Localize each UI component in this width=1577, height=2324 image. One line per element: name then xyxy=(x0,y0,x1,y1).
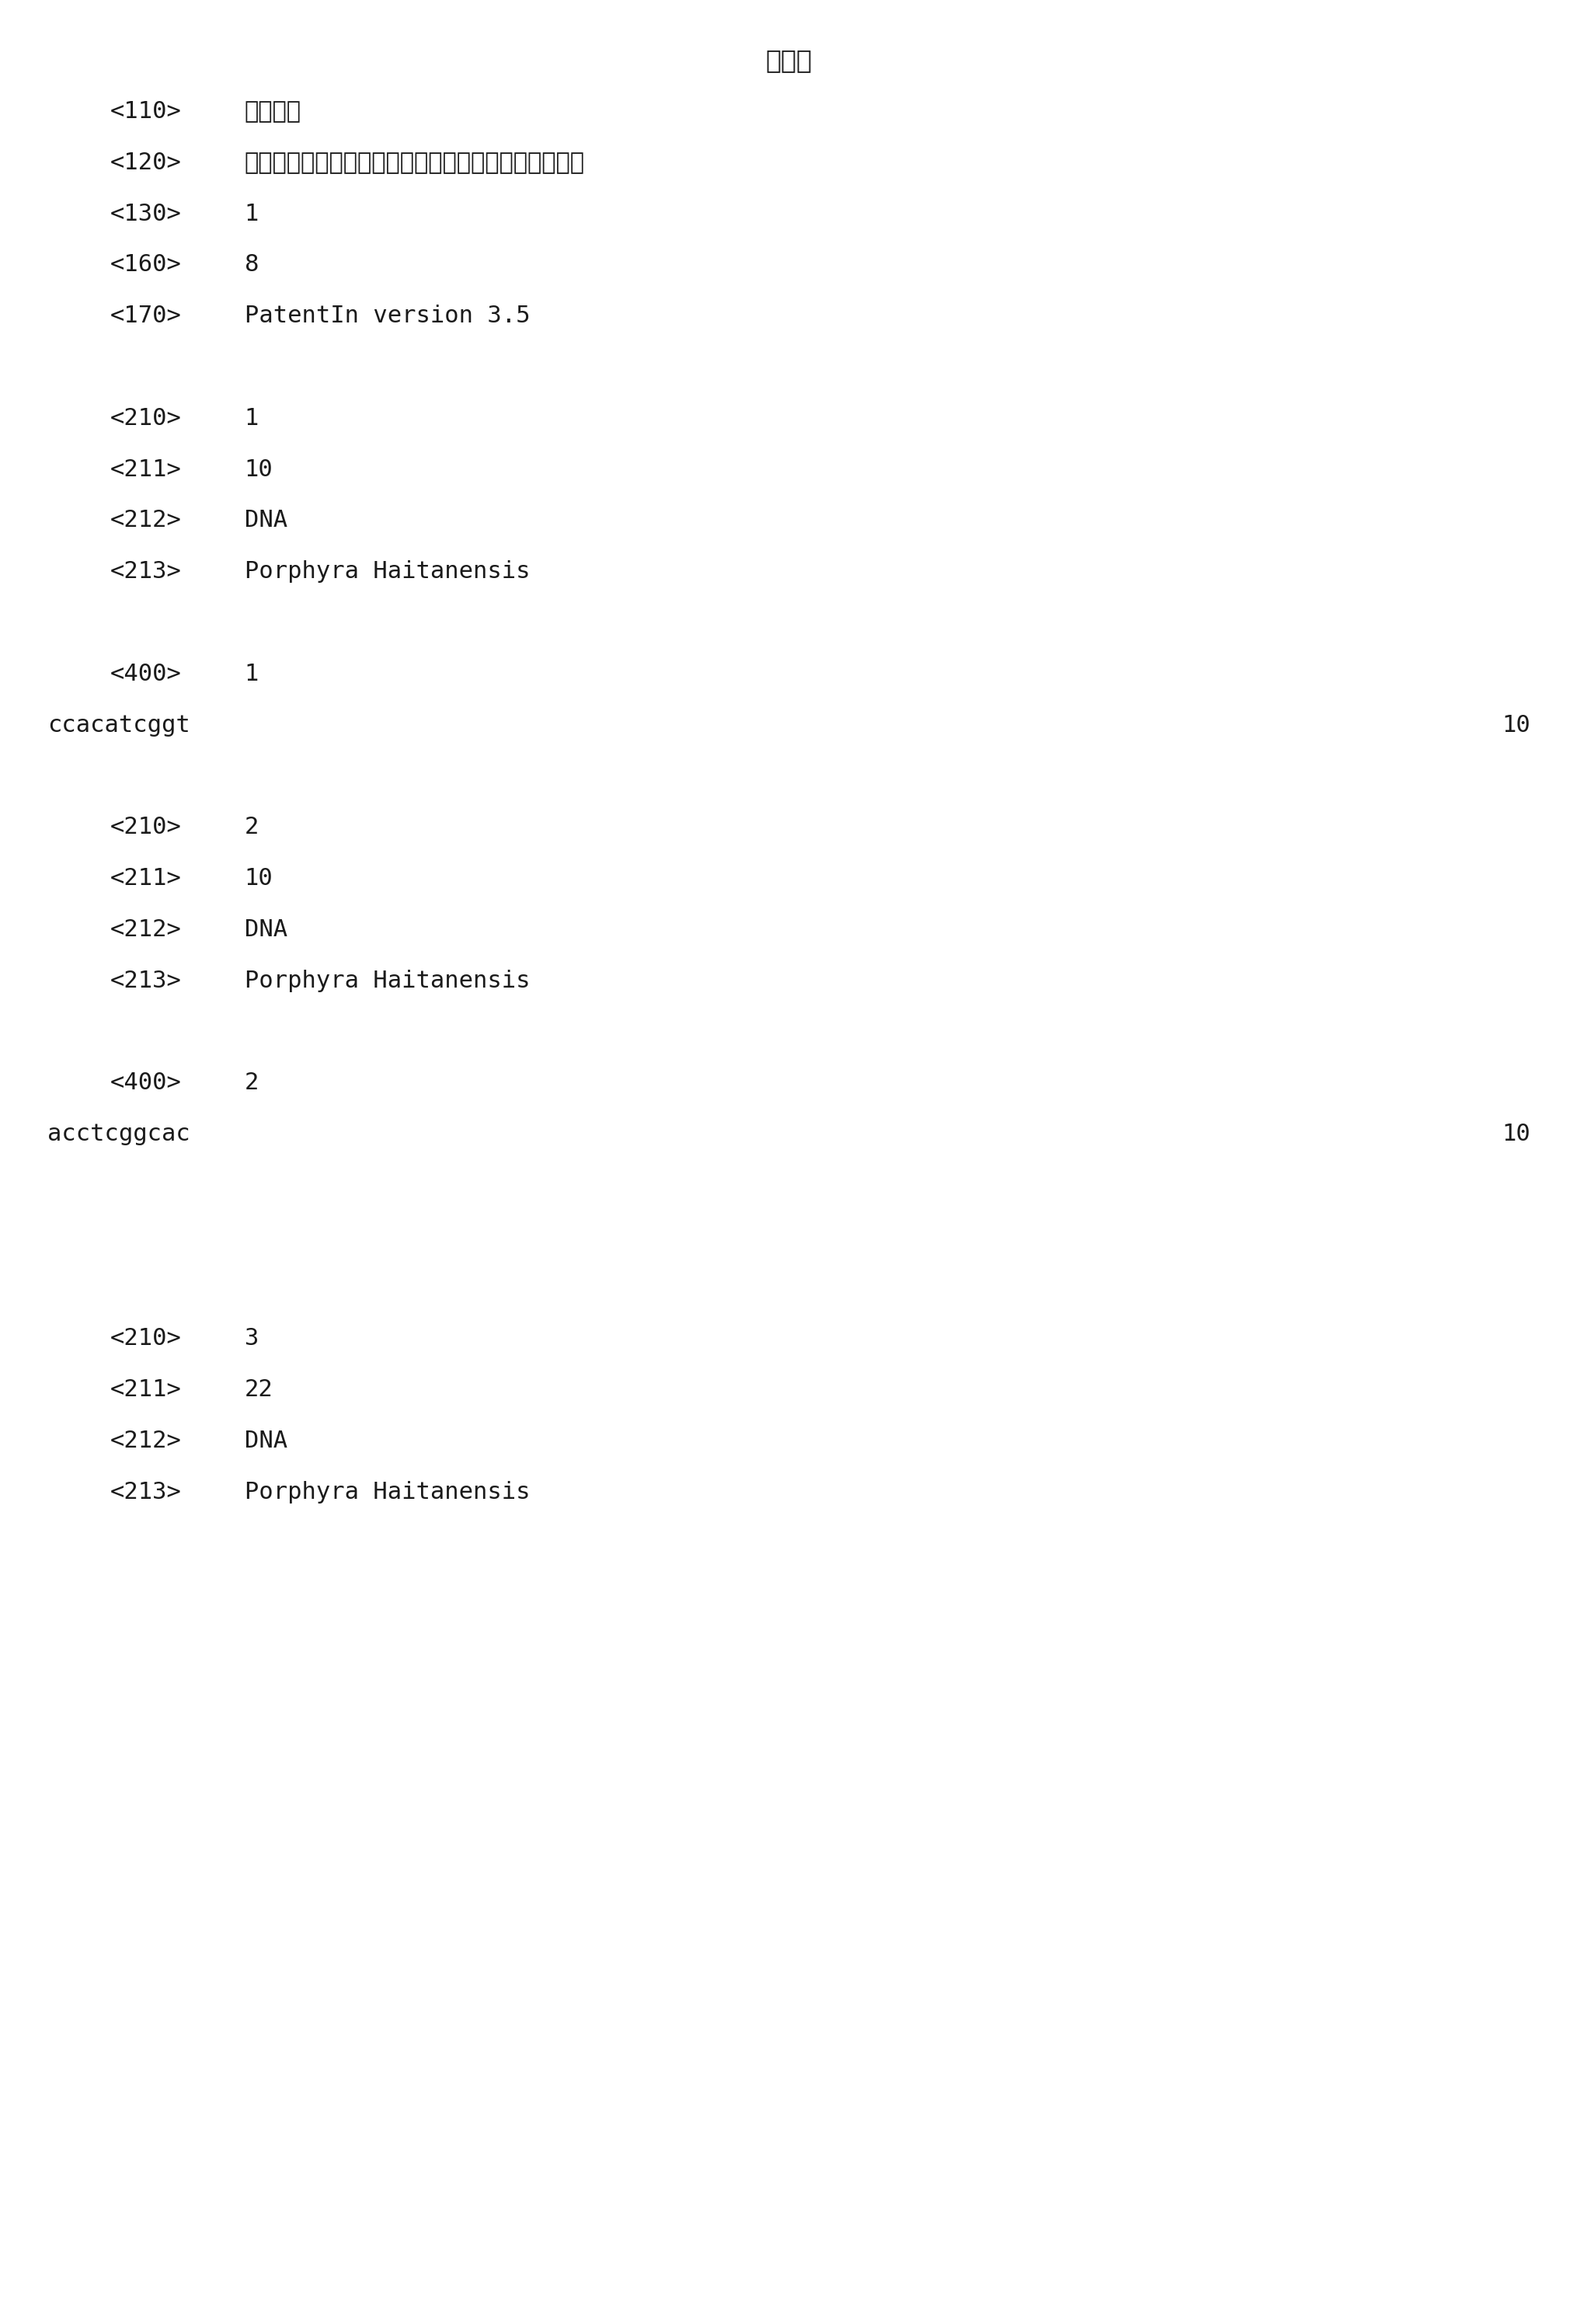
Text: 2: 2 xyxy=(244,1071,259,1095)
Text: 8: 8 xyxy=(244,253,259,277)
Text: <212>: <212> xyxy=(110,1429,181,1452)
Text: 10: 10 xyxy=(244,867,273,890)
Text: <400>: <400> xyxy=(110,1071,181,1095)
Text: <213>: <213> xyxy=(110,969,181,992)
Text: 1: 1 xyxy=(244,202,259,225)
Text: 用于鉴定坛紫菜耐高温型品系的分子标记及其构建方法: 用于鉴定坛紫菜耐高温型品系的分子标记及其构建方法 xyxy=(244,151,585,174)
Text: 集美大学: 集美大学 xyxy=(244,100,301,123)
Text: ccacatcggt: ccacatcggt xyxy=(47,713,189,737)
Text: Porphyra Haitanensis: Porphyra Haitanensis xyxy=(244,1480,530,1504)
Text: <210>: <210> xyxy=(110,816,181,839)
Text: PatentIn version 3.5: PatentIn version 3.5 xyxy=(244,304,530,328)
Text: <211>: <211> xyxy=(110,458,181,481)
Text: <130>: <130> xyxy=(110,202,181,225)
Text: <400>: <400> xyxy=(110,662,181,686)
Text: DNA: DNA xyxy=(244,1429,287,1452)
Text: <110>: <110> xyxy=(110,100,181,123)
Text: DNA: DNA xyxy=(244,918,287,941)
Text: 10: 10 xyxy=(1501,713,1530,737)
Text: acctcggcac: acctcggcac xyxy=(47,1122,189,1146)
Text: 1: 1 xyxy=(244,407,259,430)
Text: <213>: <213> xyxy=(110,1480,181,1504)
Text: 22: 22 xyxy=(244,1378,273,1401)
Text: 1: 1 xyxy=(244,662,259,686)
Text: <213>: <213> xyxy=(110,560,181,583)
Text: <212>: <212> xyxy=(110,918,181,941)
Text: <212>: <212> xyxy=(110,509,181,532)
Text: <170>: <170> xyxy=(110,304,181,328)
Text: 10: 10 xyxy=(244,458,273,481)
Text: Porphyra Haitanensis: Porphyra Haitanensis xyxy=(244,969,530,992)
Text: Porphyra Haitanensis: Porphyra Haitanensis xyxy=(244,560,530,583)
Text: <211>: <211> xyxy=(110,867,181,890)
Text: <210>: <210> xyxy=(110,407,181,430)
Text: 2: 2 xyxy=(244,816,259,839)
Text: DNA: DNA xyxy=(244,509,287,532)
Text: <210>: <210> xyxy=(110,1327,181,1350)
Text: 10: 10 xyxy=(1501,1122,1530,1146)
Text: <120>: <120> xyxy=(110,151,181,174)
Text: 3: 3 xyxy=(244,1327,259,1350)
Text: <211>: <211> xyxy=(110,1378,181,1401)
Text: 序列表: 序列表 xyxy=(765,46,812,74)
Text: <160>: <160> xyxy=(110,253,181,277)
